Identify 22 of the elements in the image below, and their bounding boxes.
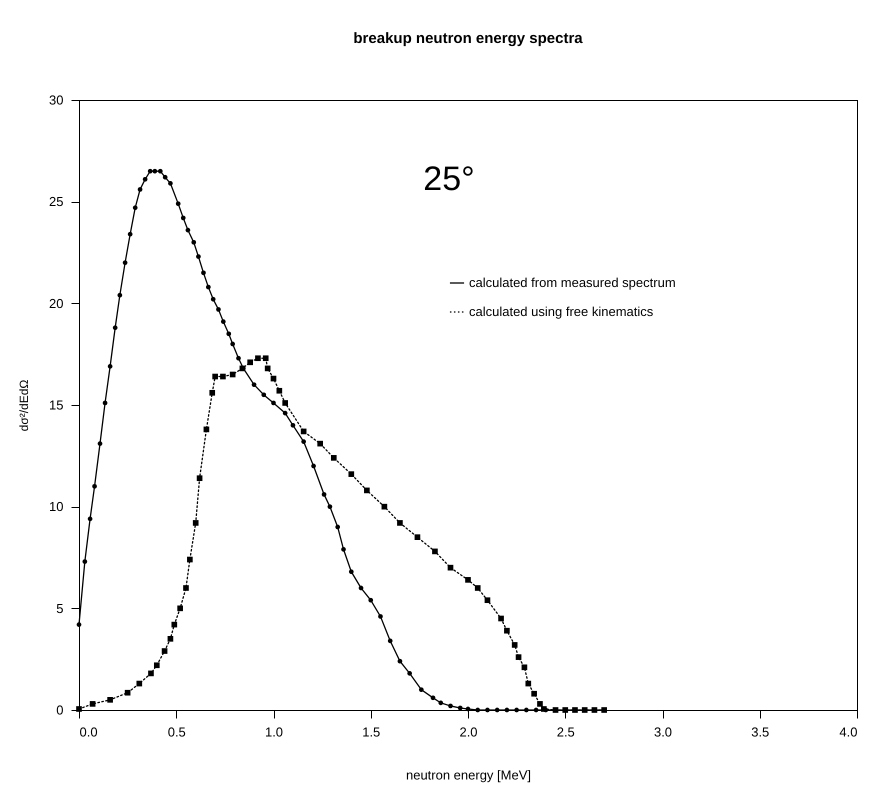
chart-title: breakup neutron energy spectra (353, 30, 584, 47)
y-tick-label: 0 (56, 702, 64, 718)
y-axis-title: dσ²/dEdΩ (17, 380, 32, 432)
x-tick-label: 3.5 (751, 724, 770, 740)
x-tick-label: 4.0 (839, 724, 858, 740)
x-axis-title: neutron energy [MeV] (406, 768, 532, 782)
y-tick-label: 20 (49, 296, 64, 311)
x-tick-label: 1.5 (362, 724, 380, 740)
x-tick-label: 2.5 (556, 724, 575, 740)
x-tick-label: 3.0 (654, 724, 672, 740)
legend-label: calculated from measured spectrum (469, 275, 676, 290)
legend-label: calculated using free kinematics (469, 304, 654, 319)
y-tick-label: 25 (49, 194, 64, 210)
y-tick-label: 30 (49, 92, 64, 108)
annotation: 25° (423, 160, 475, 198)
x-tick-label: 0.0 (80, 724, 98, 740)
y-tick-label: 5 (56, 600, 64, 616)
y-tick-label: 15 (49, 398, 64, 412)
x-tick-label: 2.0 (459, 724, 478, 740)
x-tick-label: 0.5 (168, 724, 186, 740)
y-tick-label: 10 (49, 499, 64, 514)
x-tick-label: 1.0 (264, 724, 284, 740)
